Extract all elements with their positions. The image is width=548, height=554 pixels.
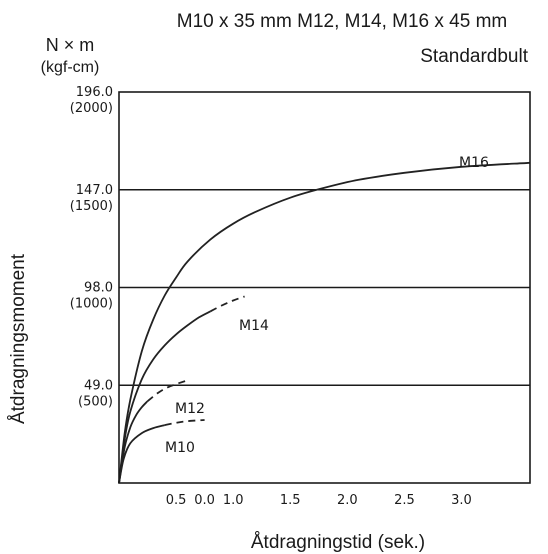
y-tick-alt-label: (1000): [70, 297, 113, 312]
x-tick-label: 0.0: [194, 493, 215, 508]
series-line-m14: [118, 310, 211, 484]
series-line-m16: [118, 161, 531, 484]
chart-title: M10 x 35 mm M12, M14, M16 x 45 mm: [177, 11, 508, 32]
series-extension-m10: [164, 419, 205, 426]
x-axis-label: Åtdragningstid (sek.): [251, 532, 425, 553]
x-tick-label: 2.5: [394, 493, 415, 508]
y-tick-labels: 49.0(500) 98.0(1000) 147.0(1500) 196.0(2000…: [70, 85, 113, 409]
plot-frame: [118, 91, 531, 484]
x-tick-label: 0.5: [166, 493, 187, 508]
x-tick-labels: 0.5 0.0 1.0 1.5 2.0 2.5 3.0: [166, 493, 472, 508]
x-tick-label: 1.0: [223, 493, 244, 508]
y-unit-label: N × m: [46, 35, 95, 55]
y-tick-label: 49.0: [84, 378, 113, 393]
x-tick-label: 2.0: [337, 493, 358, 508]
y-unit-alt-label: (kgf-cm): [41, 59, 100, 76]
y-tick-label: 147.0: [76, 183, 113, 198]
series-lines: [118, 161, 531, 484]
series-label-m16: M16: [459, 155, 489, 171]
series-label-m14: M14: [239, 318, 269, 334]
x-tick-label: 1.5: [280, 493, 301, 508]
series-label-m10: M10: [165, 440, 195, 456]
chart-subtitle: Standardbult: [420, 46, 528, 67]
series-label-m12: M12: [175, 401, 205, 417]
y-tick-alt-label: (2000): [70, 101, 113, 116]
y-tick-alt-label: (1500): [70, 199, 113, 214]
series-extension-m12: [146, 379, 188, 402]
series-labels: M16 M14 M12 M10: [165, 155, 489, 456]
y-tick-label: 98.0: [84, 281, 113, 296]
series-line-m12: [118, 400, 149, 484]
y-tick-label: 196.0: [76, 85, 113, 100]
x-tick-label: 3.0: [451, 493, 472, 508]
y-tick-alt-label: (500): [78, 394, 113, 409]
series-extension-m14: [209, 295, 245, 313]
grid-lines: [119, 189, 530, 386]
y-axis-label: Åtdragningsmoment: [8, 253, 29, 424]
series-line-m10: [118, 424, 165, 484]
